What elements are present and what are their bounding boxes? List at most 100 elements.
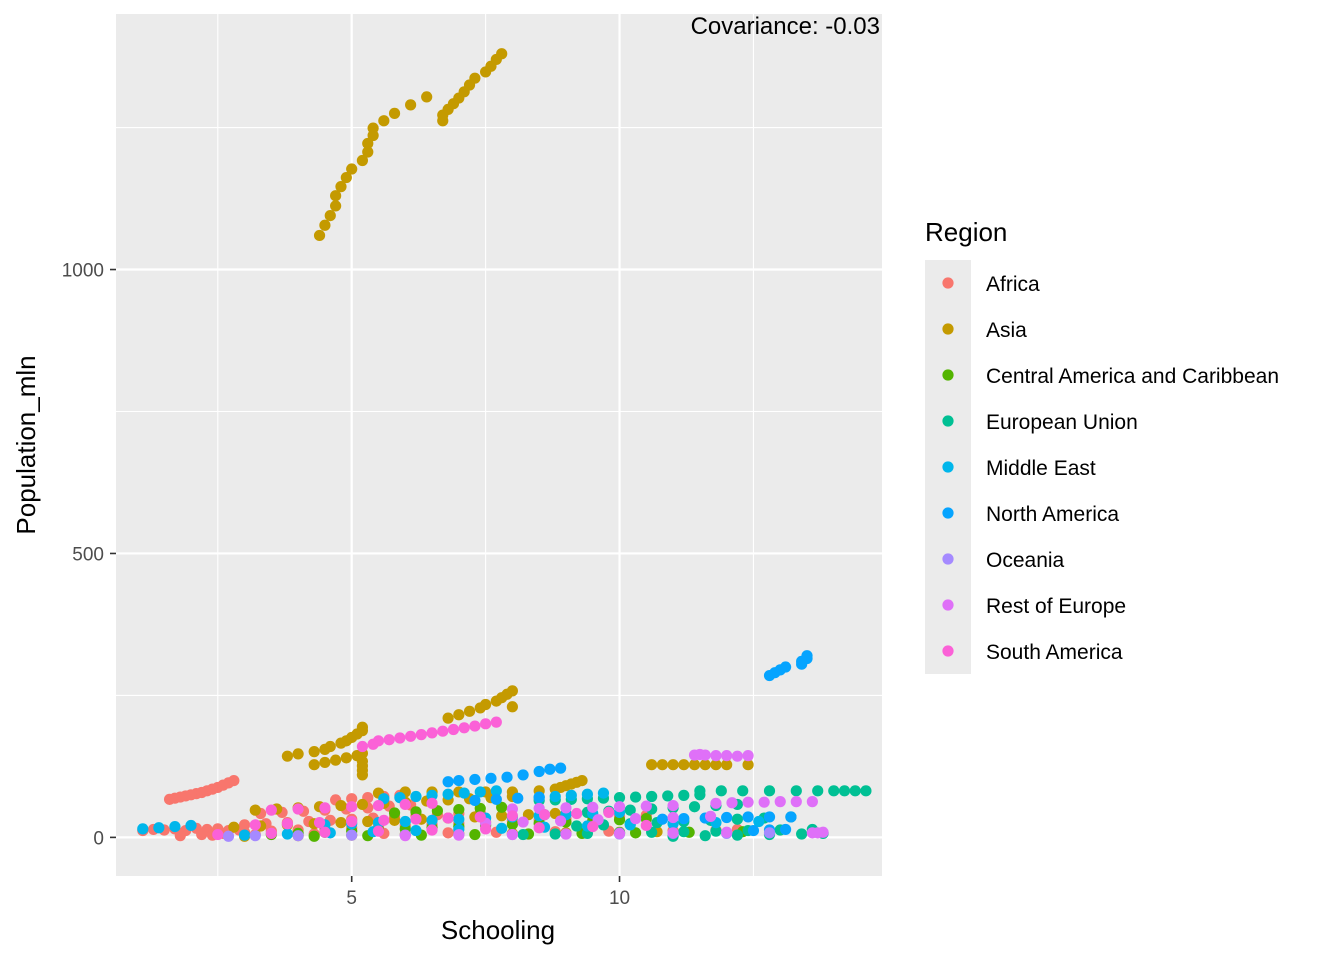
data-point: [667, 799, 679, 812]
data-point: [292, 748, 304, 760]
data-point: [796, 828, 808, 840]
data-point: [801, 650, 813, 662]
data-point: [731, 813, 743, 825]
data-point: [346, 829, 358, 841]
legend: Region Africa Asia Central America and Car…: [925, 217, 1279, 674]
data-point: [410, 824, 422, 837]
data-point: [222, 830, 235, 842]
data-point: [555, 762, 567, 774]
data-point: [469, 72, 481, 84]
data-point: [356, 798, 369, 811]
data-point: [694, 785, 706, 797]
data-point: [330, 190, 342, 202]
data-point: [704, 810, 717, 822]
data-point: [790, 796, 802, 808]
data-point: [512, 792, 524, 804]
data-point: [153, 822, 165, 834]
data-point: [721, 750, 733, 762]
data-point: [169, 820, 181, 833]
data-point: [587, 801, 599, 813]
data-point: [330, 754, 342, 766]
data-point: [313, 817, 326, 829]
data-point: [688, 801, 701, 813]
data-point: [313, 229, 326, 242]
data-point: [394, 732, 406, 744]
data-point: [747, 824, 760, 837]
data-point: [356, 755, 369, 767]
data-point: [544, 763, 556, 775]
data-point: [742, 750, 754, 762]
data-point: [496, 801, 508, 813]
data-point: [496, 48, 508, 60]
data-point: [763, 785, 776, 797]
y-tick-label: 0: [93, 828, 104, 849]
data-point: [281, 818, 294, 830]
legend-key: [942, 323, 954, 335]
legend-key: [942, 645, 954, 657]
data-point: [356, 154, 369, 167]
data-point: [571, 807, 583, 820]
data-point: [281, 828, 294, 840]
legend-key: [942, 461, 954, 473]
legend-label: North America: [986, 503, 1119, 526]
data-point: [474, 802, 486, 815]
data-point: [501, 771, 513, 783]
data-point: [678, 789, 690, 801]
data-point: [731, 750, 743, 762]
data-point: [629, 827, 642, 839]
covariance-annotation: Covariance: -0.03: [691, 13, 880, 40]
data-point: [265, 827, 277, 840]
data-point: [367, 738, 379, 750]
data-point: [319, 826, 331, 838]
data-point: [335, 817, 347, 829]
x-tick-label: 5: [346, 888, 357, 909]
data-point: [372, 799, 385, 812]
data-point: [346, 793, 358, 805]
data-point: [308, 746, 320, 758]
series-south-america: [212, 716, 652, 841]
data-point: [710, 759, 722, 771]
y-tick-label: 1000: [62, 261, 104, 282]
data-point: [442, 812, 454, 824]
plot-panel: [116, 14, 882, 876]
data-point: [549, 828, 561, 840]
data-point: [715, 785, 727, 797]
data-point: [779, 661, 792, 673]
data-point: [640, 819, 652, 832]
data-point: [330, 200, 342, 212]
data-point: [613, 792, 626, 804]
data-point: [774, 796, 786, 808]
legend-key: [942, 507, 954, 519]
data-point: [480, 698, 492, 711]
data-point: [442, 788, 454, 800]
data-point: [474, 786, 486, 798]
data-point: [426, 814, 438, 826]
data-point: [442, 776, 454, 788]
data-point: [603, 806, 615, 819]
data-point: [699, 749, 711, 761]
data-point: [506, 701, 518, 713]
series-asia: [228, 48, 754, 842]
data-point: [763, 811, 776, 823]
data-point: [458, 722, 470, 734]
data-point: [362, 146, 374, 158]
data-point: [629, 813, 642, 825]
data-point: [453, 813, 465, 825]
data-point: [490, 785, 502, 797]
data-point: [437, 725, 449, 737]
data-point: [249, 830, 261, 842]
data-point: [506, 828, 518, 841]
data-point: [426, 824, 438, 836]
data-point: [308, 759, 320, 771]
data-point: [678, 826, 690, 838]
data-point: [490, 793, 502, 805]
data-point: [678, 813, 690, 825]
y-axis-title: Population_mln: [11, 355, 41, 534]
data-point: [699, 759, 711, 771]
data-point: [335, 799, 347, 812]
data-point: [238, 829, 251, 841]
data-point: [346, 163, 358, 175]
data-point: [731, 829, 743, 841]
data-point: [742, 811, 754, 823]
